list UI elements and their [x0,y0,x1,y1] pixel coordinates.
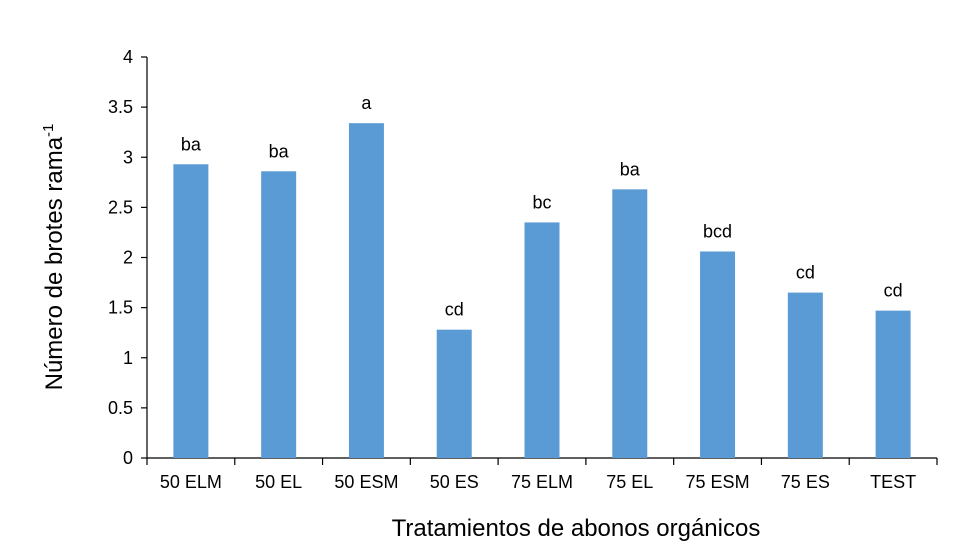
data-label: ba [620,159,641,179]
y-axis-title-superscript: -1 [40,124,57,137]
data-label: bcd [703,221,732,241]
x-tick-label: 75 EL [606,472,653,492]
y-tick-label: 1 [123,348,133,368]
data-label: a [361,93,372,113]
y-tick-label: 2.5 [108,197,133,217]
bar [173,164,209,458]
bar [348,123,384,458]
y-axis: 0 0.5 1 1.5 2 2.5 3 3.5 4 [108,47,148,468]
bar [700,251,736,458]
x-tick-label: 75 ESM [686,472,750,492]
y-tick-label: 0 [123,448,133,468]
bars [173,123,911,458]
y-tick-label: 1.5 [108,298,133,318]
x-tick-label: 50 ES [430,472,479,492]
data-label: ba [181,134,202,154]
y-tick-label: 4 [123,47,133,67]
data-label: bc [532,192,551,212]
x-tick-label: 75 ELM [511,472,573,492]
x-tick-label: 50 ESM [334,472,398,492]
y-axis-title-main: Número de brotes rama [41,136,68,390]
data-label: cd [796,263,815,283]
bar [875,310,911,458]
bar [787,292,823,458]
x-tick-label: TEST [870,472,916,492]
x-tick-label: 50 ELM [160,472,222,492]
y-axis-title: Número de brotes rama-1 [40,124,68,391]
data-label: cd [445,300,464,320]
y-tick-label: 3 [123,147,133,167]
y-tick-label: 2 [123,248,133,268]
bar [261,171,297,458]
y-tick-label: 3.5 [108,97,133,117]
bar [524,222,560,458]
bar [612,189,648,458]
y-tick-label: 0.5 [108,398,133,418]
bar [436,329,472,458]
x-tick-label: 75 ES [781,472,830,492]
x-tick-label: 50 EL [255,472,302,492]
x-axis: 50 ELM 50 EL 50 ESM 50 ES 75 ELM 75 EL 75 ESM 7… [146,457,938,492]
x-axis-title: Tratamientos de abonos orgánicos [392,515,761,542]
data-labels: ba ba a cd bc ba bcd cd cd [181,93,903,320]
data-label: ba [269,141,290,161]
data-label: cd [884,281,903,301]
